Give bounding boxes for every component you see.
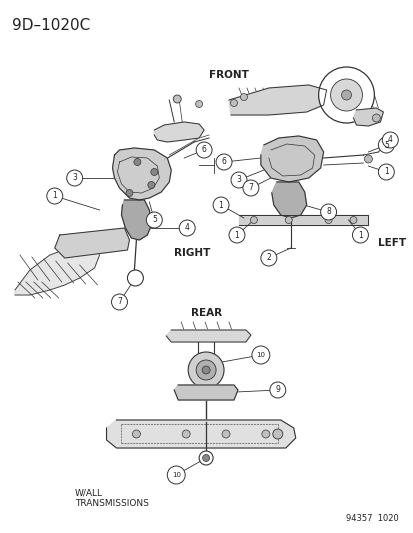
Text: 3: 3 (236, 175, 241, 184)
Text: 7: 7 (117, 297, 122, 306)
Text: 6: 6 (201, 146, 206, 155)
Circle shape (221, 430, 230, 438)
Circle shape (202, 366, 209, 374)
Circle shape (240, 93, 247, 101)
Circle shape (324, 216, 331, 223)
Circle shape (173, 95, 181, 103)
Circle shape (320, 204, 336, 220)
Circle shape (269, 382, 285, 398)
Circle shape (377, 137, 393, 153)
Circle shape (242, 180, 258, 196)
Circle shape (66, 170, 83, 186)
Circle shape (132, 430, 140, 438)
Text: 6: 6 (221, 157, 226, 166)
Circle shape (230, 172, 246, 188)
Circle shape (47, 188, 63, 204)
Text: 9D–1020C: 9D–1020C (12, 18, 90, 33)
Circle shape (341, 90, 351, 100)
Circle shape (250, 216, 257, 223)
Polygon shape (353, 108, 382, 126)
Circle shape (382, 132, 397, 148)
Text: 10: 10 (171, 472, 180, 478)
Circle shape (133, 158, 140, 166)
Polygon shape (154, 122, 204, 142)
Polygon shape (271, 182, 306, 218)
Circle shape (188, 352, 223, 388)
Polygon shape (15, 245, 100, 295)
Polygon shape (121, 200, 151, 240)
Circle shape (216, 154, 231, 170)
Polygon shape (106, 420, 295, 448)
Text: RIGHT: RIGHT (174, 248, 210, 258)
Text: 5: 5 (152, 215, 157, 224)
Circle shape (196, 360, 216, 380)
Text: 8: 8 (325, 207, 330, 216)
Text: 94357  1020: 94357 1020 (345, 514, 397, 523)
Text: 2: 2 (266, 254, 271, 262)
Circle shape (230, 100, 237, 107)
Circle shape (318, 67, 373, 123)
Text: 4: 4 (184, 223, 189, 232)
Polygon shape (260, 136, 323, 182)
Circle shape (167, 466, 185, 484)
Circle shape (196, 142, 211, 158)
Circle shape (199, 451, 213, 465)
Circle shape (126, 190, 133, 197)
Polygon shape (174, 385, 237, 400)
Text: 1: 1 (383, 167, 388, 176)
Circle shape (285, 216, 292, 223)
Polygon shape (166, 330, 250, 342)
Text: 1: 1 (234, 230, 239, 239)
Text: 3: 3 (72, 174, 77, 182)
Circle shape (372, 114, 380, 122)
Text: FRONT: FRONT (209, 70, 248, 80)
Circle shape (363, 155, 372, 163)
Text: LEFT: LEFT (377, 238, 406, 248)
Circle shape (111, 294, 127, 310)
Circle shape (261, 430, 269, 438)
Polygon shape (238, 215, 368, 225)
Circle shape (330, 79, 361, 111)
Text: 10: 10 (256, 352, 265, 358)
Circle shape (349, 216, 356, 223)
Circle shape (260, 250, 276, 266)
Circle shape (150, 168, 157, 175)
Text: 1: 1 (218, 200, 223, 209)
Text: 5: 5 (383, 141, 388, 149)
Circle shape (146, 212, 162, 228)
Circle shape (127, 270, 143, 286)
Circle shape (228, 227, 244, 243)
Text: REAR: REAR (190, 308, 221, 318)
Polygon shape (55, 228, 129, 258)
Circle shape (202, 455, 209, 462)
Polygon shape (228, 85, 326, 115)
Circle shape (147, 182, 154, 189)
Circle shape (251, 346, 269, 364)
Text: 1: 1 (357, 230, 362, 239)
Polygon shape (112, 148, 171, 200)
Circle shape (272, 429, 282, 439)
Circle shape (351, 227, 368, 243)
Text: 4: 4 (387, 135, 392, 144)
Text: 1: 1 (52, 191, 57, 200)
Text: 7: 7 (248, 183, 253, 192)
Circle shape (182, 430, 190, 438)
Circle shape (377, 164, 393, 180)
Circle shape (179, 220, 195, 236)
Circle shape (195, 101, 202, 108)
Text: 9: 9 (275, 385, 280, 394)
Text: W/ALL
TRANSMISSIONS: W/ALL TRANSMISSIONS (74, 488, 148, 508)
Circle shape (213, 197, 228, 213)
